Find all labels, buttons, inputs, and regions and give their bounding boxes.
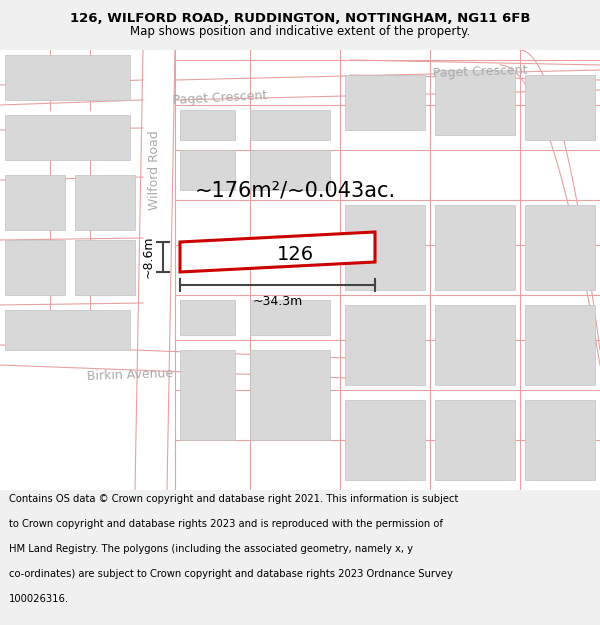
Bar xyxy=(435,400,515,480)
Bar xyxy=(435,205,515,290)
Text: 126, WILFORD ROAD, RUDDINGTON, NOTTINGHAM, NG11 6FB: 126, WILFORD ROAD, RUDDINGTON, NOTTINGHA… xyxy=(70,12,530,26)
Bar xyxy=(180,110,235,140)
Text: 126: 126 xyxy=(277,246,314,264)
Text: co-ordinates) are subject to Crown copyright and database rights 2023 Ordnance S: co-ordinates) are subject to Crown copyr… xyxy=(9,569,453,579)
Text: Paget Crescent: Paget Crescent xyxy=(172,89,268,107)
Bar xyxy=(250,110,330,140)
Text: to Crown copyright and database rights 2023 and is reproduced with the permissio: to Crown copyright and database rights 2… xyxy=(9,519,443,529)
Bar xyxy=(250,150,330,190)
Bar xyxy=(5,240,65,295)
Bar xyxy=(180,350,235,440)
Bar xyxy=(180,300,235,335)
Text: HM Land Registry. The polygons (including the associated geometry, namely x, y: HM Land Registry. The polygons (includin… xyxy=(9,544,413,554)
Bar xyxy=(435,70,515,135)
Bar xyxy=(525,75,595,140)
Text: Wilford Road: Wilford Road xyxy=(149,130,161,210)
Polygon shape xyxy=(135,50,163,490)
Bar xyxy=(75,175,135,230)
Bar xyxy=(525,400,595,480)
Text: ~34.3m: ~34.3m xyxy=(253,295,302,308)
Polygon shape xyxy=(180,232,375,272)
Bar xyxy=(345,400,425,480)
Bar xyxy=(525,305,595,385)
Bar xyxy=(5,175,65,230)
Text: Map shows position and indicative extent of the property.: Map shows position and indicative extent… xyxy=(130,24,470,38)
Bar xyxy=(435,305,515,385)
Bar xyxy=(5,115,130,160)
Bar xyxy=(75,240,135,295)
Bar xyxy=(250,300,330,335)
Text: 100026316.: 100026316. xyxy=(9,594,69,604)
Bar xyxy=(345,305,425,385)
Text: Contains OS data © Crown copyright and database right 2021. This information is : Contains OS data © Crown copyright and d… xyxy=(9,494,458,504)
Bar xyxy=(250,350,330,440)
Bar xyxy=(525,205,595,290)
Text: Paget Crescent: Paget Crescent xyxy=(433,64,527,80)
Bar xyxy=(5,55,130,100)
Bar xyxy=(345,205,425,290)
Bar xyxy=(345,75,425,130)
Bar xyxy=(180,150,235,190)
Text: Birkin Avenue: Birkin Avenue xyxy=(86,367,173,383)
Text: ~8.6m: ~8.6m xyxy=(142,236,155,278)
Text: ~176m²/~0.043ac.: ~176m²/~0.043ac. xyxy=(194,180,395,200)
Bar xyxy=(5,310,130,350)
